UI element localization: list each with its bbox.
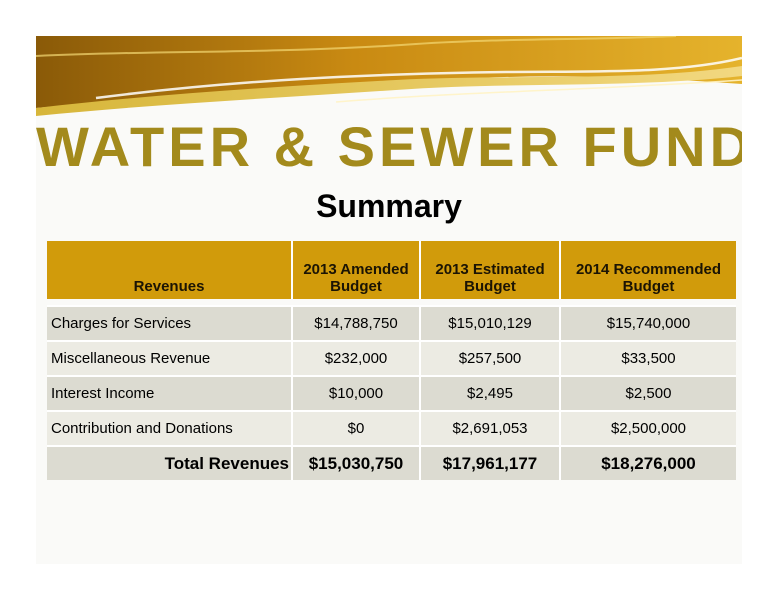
- table-row: Miscellaneous Revenue $232,000 $257,500 …: [47, 340, 736, 376]
- row-label: Interest Income: [47, 375, 293, 411]
- cell-value: $0: [292, 410, 421, 446]
- cell-value: $15,010,129: [420, 305, 561, 341]
- page-title: WATER & SEWER FUND: [36, 115, 742, 178]
- cell-value: $2,495: [420, 375, 561, 411]
- total-value: $17,961,177: [420, 445, 561, 480]
- cell-value: $232,000: [292, 340, 421, 376]
- cell-value: $10,000: [292, 375, 421, 411]
- cell-value: $14,788,750: [292, 305, 421, 341]
- column-header-2013-estimated: 2013 Estimated Budget: [420, 241, 561, 299]
- cell-value: $257,500: [420, 340, 561, 376]
- total-value: $18,276,000: [560, 445, 736, 480]
- cell-value: $15,740,000: [560, 305, 736, 341]
- total-label: Total Revenues: [47, 445, 293, 480]
- cell-value: $2,691,053: [420, 410, 561, 446]
- table-row: Charges for Services $14,788,750 $15,010…: [47, 305, 736, 341]
- cell-value: $33,500: [560, 340, 736, 376]
- column-header-2014-recommended: 2014 Recommended Budget: [560, 241, 736, 299]
- cell-value: $2,500,000: [560, 410, 736, 446]
- row-label: Miscellaneous Revenue: [47, 340, 293, 376]
- table-row: Interest Income $10,000 $2,495 $2,500: [47, 375, 736, 411]
- slide: WATER & SEWER FUND Summary Revenues 2013…: [36, 36, 742, 564]
- table-row: Contribution and Donations $0 $2,691,053…: [47, 410, 736, 446]
- total-row: Total Revenues $15,030,750 $17,961,177 $…: [47, 445, 736, 480]
- decorative-banner: [36, 36, 742, 116]
- table-header-row: Revenues 2013 Amended Budget 2013 Estima…: [47, 241, 736, 299]
- column-header-2013-amended: 2013 Amended Budget: [292, 241, 421, 299]
- column-header-revenues: Revenues: [47, 241, 293, 299]
- row-label: Charges for Services: [47, 305, 293, 341]
- revenue-summary-table: Revenues 2013 Amended Budget 2013 Estima…: [47, 241, 736, 480]
- row-label: Contribution and Donations: [47, 410, 293, 446]
- page-subtitle: Summary: [316, 188, 462, 224]
- cell-value: $2,500: [560, 375, 736, 411]
- total-value: $15,030,750: [292, 445, 421, 480]
- table-spacer: [47, 299, 736, 306]
